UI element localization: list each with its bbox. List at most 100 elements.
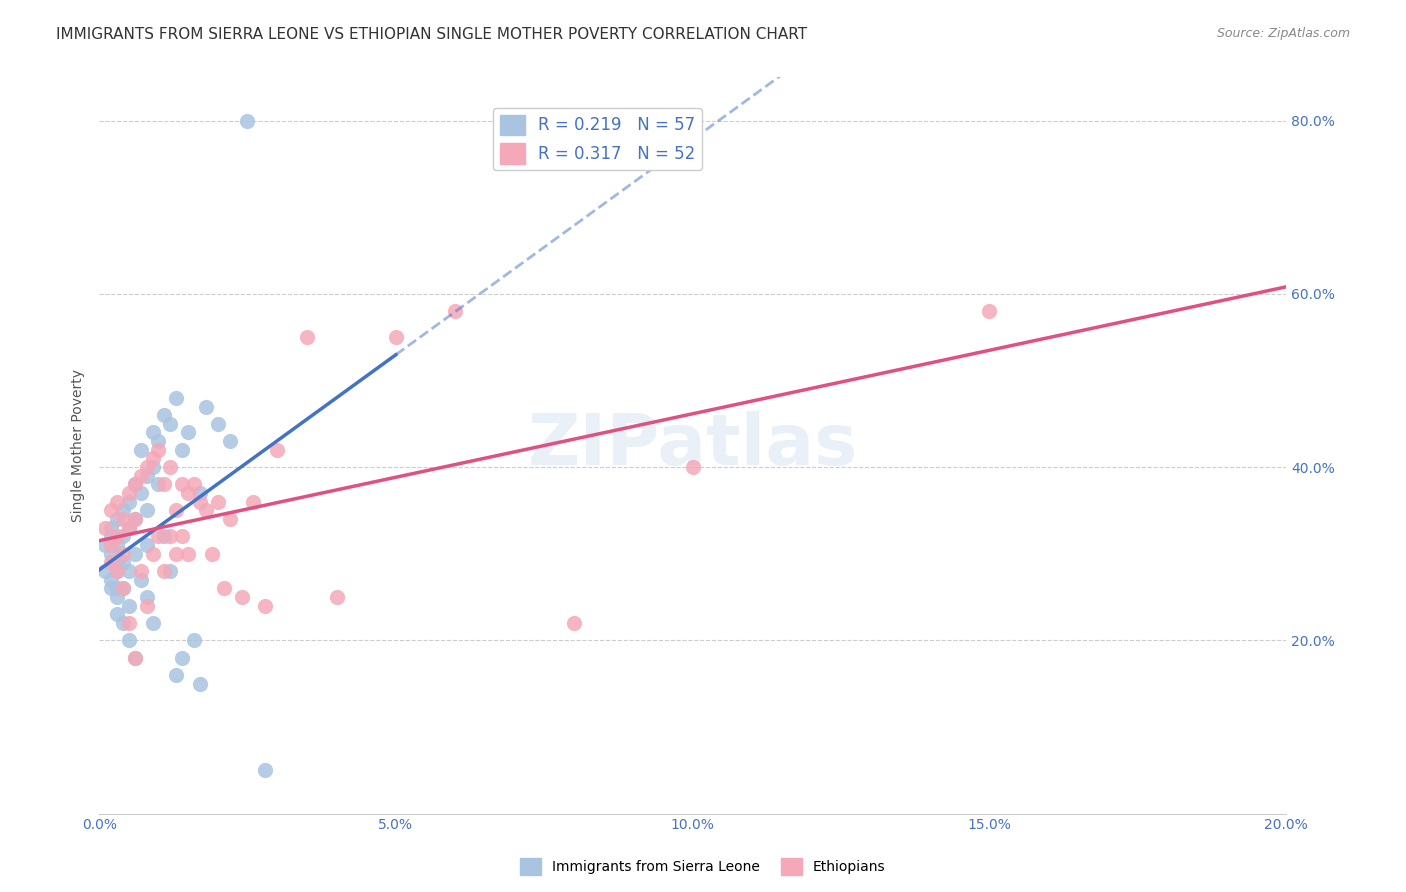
Point [105,538,128,552]
Point [105,590,128,604]
Point [135,460,157,475]
Point [444,304,467,318]
Point [231,590,253,604]
Point [177,425,200,440]
Point [94,521,117,535]
Point [141,460,163,475]
Point [129,486,152,500]
Point [111,582,134,596]
Point [100,573,122,587]
Point [207,495,229,509]
Point [135,538,157,552]
Point [153,408,176,422]
Point [129,564,152,578]
Point [236,113,259,128]
Point [105,582,128,596]
Y-axis label: Single Mother Poverty: Single Mother Poverty [72,369,86,522]
Point [111,503,134,517]
Point [148,529,170,543]
Point [129,468,152,483]
Point [129,442,152,457]
Point [135,468,157,483]
Point [118,615,141,630]
Point [111,615,134,630]
Point [165,391,187,405]
Point [111,547,134,561]
Point [105,529,128,543]
Point [188,486,211,500]
Point [218,512,240,526]
Point [100,503,122,517]
Point [153,529,176,543]
Point [124,650,146,665]
Point [124,650,146,665]
Point [153,477,176,491]
Point [124,512,146,526]
Point [100,582,122,596]
Point [105,564,128,578]
Point [111,512,134,526]
Point [194,400,217,414]
Point [124,477,146,491]
Point [124,547,146,561]
Point [159,529,181,543]
Point [135,599,157,613]
Point [172,529,194,543]
Point [141,425,163,440]
Legend: R = 0.219   N = 57, R = 0.317   N = 52: R = 0.219 N = 57, R = 0.317 N = 52 [494,108,702,170]
Point [141,615,163,630]
Point [682,460,704,475]
Point [111,529,134,543]
Point [105,512,128,526]
Point [183,477,205,491]
Point [124,512,146,526]
Point [159,460,181,475]
Point [254,599,277,613]
Point [118,633,141,648]
Point [105,564,128,578]
Point [148,434,170,449]
Point [212,582,235,596]
Point [118,564,141,578]
Point [100,521,122,535]
Point [266,442,288,457]
Point [183,633,205,648]
Text: ZIPatlas: ZIPatlas [527,411,858,480]
Point [118,521,141,535]
Text: Source: ZipAtlas.com: Source: ZipAtlas.com [1216,27,1350,40]
Point [295,330,318,344]
Point [385,330,408,344]
Point [201,547,224,561]
Point [118,495,141,509]
Point [100,555,122,569]
Point [207,417,229,431]
Text: IMMIGRANTS FROM SIERRA LEONE VS ETHIOPIAN SINGLE MOTHER POVERTY CORRELATION CHAR: IMMIGRANTS FROM SIERRA LEONE VS ETHIOPIA… [56,27,807,42]
Point [172,477,194,491]
Point [325,590,347,604]
Point [94,564,117,578]
Point [105,555,128,569]
Point [100,529,122,543]
Point [148,442,170,457]
Point [118,486,141,500]
Point [562,615,585,630]
Legend: Immigrants from Sierra Leone, Ethiopians: Immigrants from Sierra Leone, Ethiopians [515,853,891,880]
Point [165,503,187,517]
Point [165,547,187,561]
Point [100,547,122,561]
Point [118,599,141,613]
Point [100,538,122,552]
Point [254,763,277,777]
Point [111,555,134,569]
Point [148,477,170,491]
Point [124,477,146,491]
Point [141,547,163,561]
Point [165,668,187,682]
Point [111,582,134,596]
Point [979,304,1001,318]
Point [153,564,176,578]
Point [159,564,181,578]
Point [172,650,194,665]
Point [188,676,211,690]
Point [172,442,194,457]
